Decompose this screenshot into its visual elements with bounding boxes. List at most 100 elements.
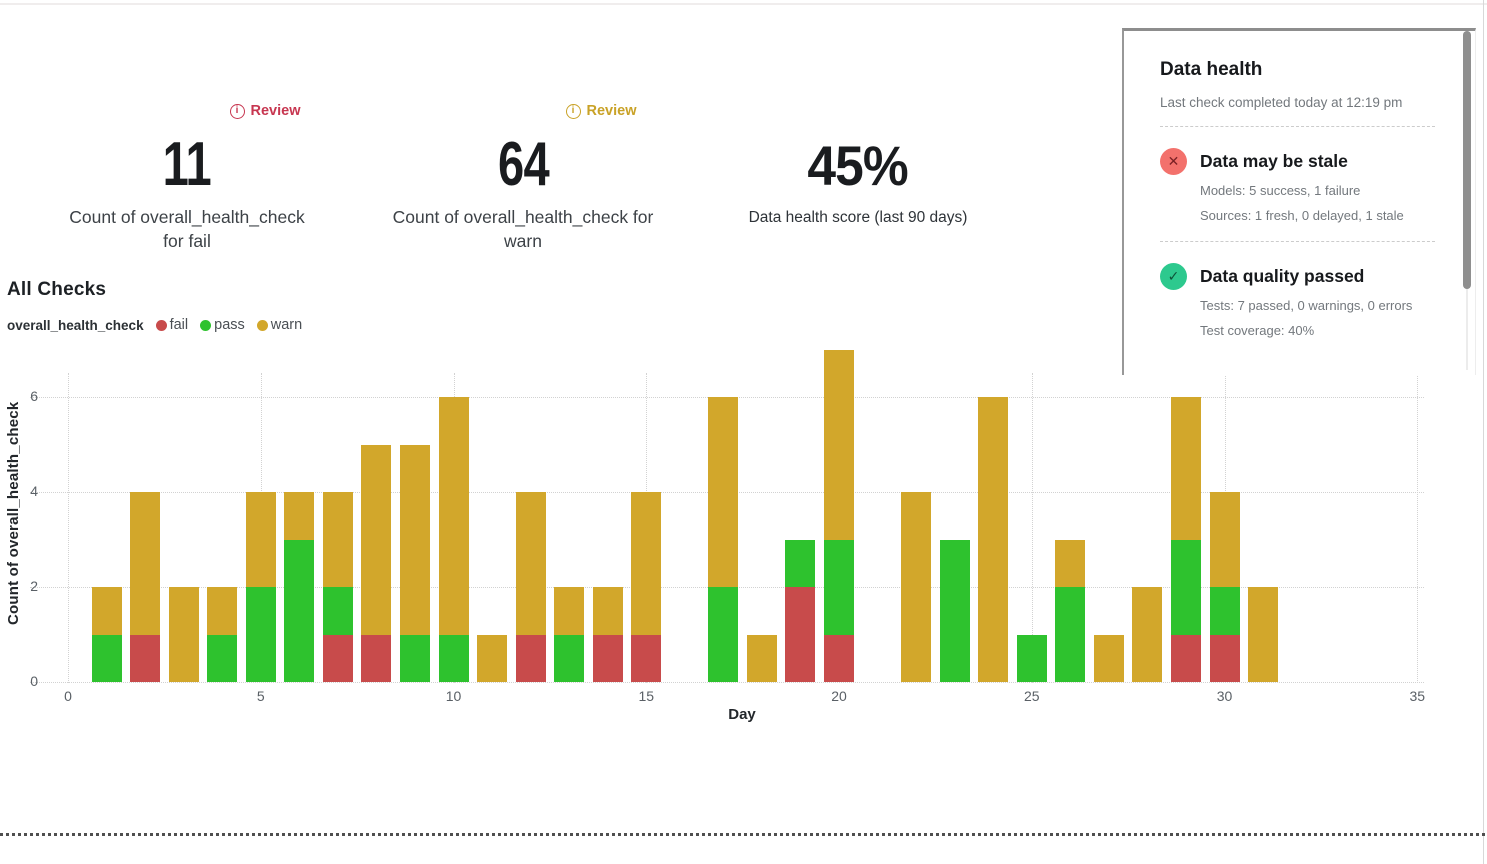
kpi-label: Data health score (last 90 days) [708,206,1008,230]
bar-segment-warn-day-31[interactable] [1248,587,1279,682]
legend-items: fail pass warn [155,317,303,333]
legend-label: fail [169,317,189,333]
data-health-panel: Data health Last check completed today a… [1122,28,1476,375]
bar-segment-pass-day-29[interactable] [1170,539,1201,635]
bar-segment-warn-day-28[interactable] [1132,587,1163,682]
bar-segment-warn-day-14[interactable] [592,587,623,635]
window-right-border [1483,0,1484,864]
x-axis-tick-label: 5 [256,688,265,704]
x-circle-icon: ✕ [1160,148,1187,175]
check-circle-icon: ✓ [1160,263,1187,290]
bar-segment-warn-day-13[interactable] [554,587,585,635]
bar-segment-pass-day-5[interactable] [245,587,276,682]
panel-item-quality: ✓ Data quality passed Tests: 7 passed, 0… [1160,263,1435,340]
gridline-horizontal [30,682,1424,683]
bar-segment-warn-day-29[interactable] [1170,397,1201,540]
panel-item-body: Data quality passed Tests: 7 passed, 0 w… [1200,263,1412,340]
bar-segment-warn-day-5[interactable] [245,492,276,587]
x-axis-tick-label: 25 [1023,688,1040,704]
page-top-edge [0,3,1487,5]
bar-segment-fail-day-14[interactable] [592,634,623,682]
review-badge-fail[interactable]: i Review [229,102,301,120]
bar-segment-warn-day-3[interactable] [168,587,199,682]
bar-segment-pass-day-23[interactable] [939,539,970,682]
kpi-label-line: warn [504,231,542,251]
legend-series-name: overall_health_check [7,317,144,333]
info-icon: i [229,103,245,119]
panel-title: Data health [1160,59,1263,80]
bar-segment-fail-day-15[interactable] [631,634,662,682]
kpi-label-line: for fail [163,231,211,251]
kpi-value: 64 [497,130,550,199]
x-axis-tick-label: 35 [1409,688,1426,704]
x-axis-tick-label: 20 [831,688,847,704]
bar-segment-pass-day-19[interactable] [785,539,816,587]
y-axis-tick-label: 0 [30,673,38,689]
bar-segment-fail-day-20[interactable] [824,634,854,682]
bar-segment-warn-day-27[interactable] [1093,634,1124,682]
bar-segment-pass-day-26[interactable] [1055,587,1086,682]
review-badge-label: Review [250,103,301,119]
bar-segment-warn-day-1[interactable] [91,587,122,635]
panel-item-title: Data quality passed [1200,266,1365,286]
bar-segment-warn-day-9[interactable] [399,444,430,635]
panel-scrollbar-thumb[interactable] [1463,31,1471,289]
bar-segment-warn-day-20[interactable] [824,349,854,540]
bar-segment-pass-day-17[interactable] [708,587,739,682]
legend-dot-fail [155,319,167,331]
x-axis-tick-label: 0 [64,688,72,704]
bar-segment-warn-day-15[interactable] [631,492,662,635]
kpi-label: Count of overall_health_check for fail [37,205,337,253]
bar-segment-warn-day-26[interactable] [1055,539,1086,587]
bar-segment-fail-day-7[interactable] [322,634,353,682]
gridline-vertical [68,373,69,683]
y-axis-tick-label: 4 [30,483,38,499]
bar-segment-pass-day-4[interactable] [207,634,238,682]
kpi-label-line: Data health score (last 90 days) [748,209,968,226]
bar-segment-fail-day-2[interactable] [130,634,161,682]
bar-segment-fail-day-8[interactable] [361,634,392,682]
bar-segment-warn-day-8[interactable] [361,444,392,635]
bar-segment-warn-day-22[interactable] [901,492,932,682]
gridline-vertical [1417,373,1419,683]
bar-segment-fail-day-19[interactable] [785,587,816,682]
review-badge-label: Review [586,103,637,119]
bar-segment-pass-day-30[interactable] [1209,587,1240,635]
bar-segment-fail-day-29[interactable] [1170,634,1201,682]
panel-divider [1160,241,1435,242]
bar-segment-fail-day-30[interactable] [1209,634,1240,682]
bar-segment-warn-day-7[interactable] [322,492,353,587]
bar-segment-pass-day-20[interactable] [824,539,854,635]
legend-item-warn[interactable]: warn [256,317,303,333]
bar-segment-warn-day-11[interactable] [477,634,508,682]
legend-dot-pass [200,319,212,331]
bar-segment-pass-day-7[interactable] [322,587,353,635]
page-bottom-divider [0,833,1487,836]
bar-segment-pass-day-9[interactable] [399,634,430,682]
bar-segment-pass-day-6[interactable] [284,539,315,682]
bar-segment-fail-day-12[interactable] [515,634,546,682]
legend-label: warn [270,317,303,333]
bar-segment-warn-day-6[interactable] [284,492,315,540]
panel-item-title: Data may be stale [1200,151,1348,171]
legend-item-pass[interactable]: pass [200,317,245,333]
bar-segment-pass-day-13[interactable] [554,634,585,682]
bar-segment-warn-day-10[interactable] [438,397,469,635]
kpi-value: 11 [162,130,212,199]
bar-segment-pass-day-10[interactable] [438,634,469,682]
bar-segment-warn-day-17[interactable] [708,397,739,587]
bar-segment-pass-day-25[interactable] [1016,634,1047,682]
kpi-health-score: i. 45% Data health score (last 90 days) [708,100,1008,230]
review-badge-warn[interactable]: i Review [565,102,637,120]
bar-segment-warn-day-24[interactable] [978,397,1009,682]
legend-item-fail[interactable]: fail [155,317,189,333]
bar-segment-warn-day-4[interactable] [207,587,238,635]
x-axis-title: Day [728,706,756,723]
panel-item-stale: ✕ Data may be stale Models: 5 success, 1… [1160,148,1435,225]
bar-segment-warn-day-12[interactable] [515,492,546,635]
bar-segment-warn-day-30[interactable] [1209,492,1240,587]
bar-segment-pass-day-1[interactable] [91,634,122,682]
bar-segment-warn-day-2[interactable] [130,492,161,635]
chart-legend: overall_health_check fail pass warn [7,315,302,335]
bar-segment-warn-day-18[interactable] [746,634,777,682]
